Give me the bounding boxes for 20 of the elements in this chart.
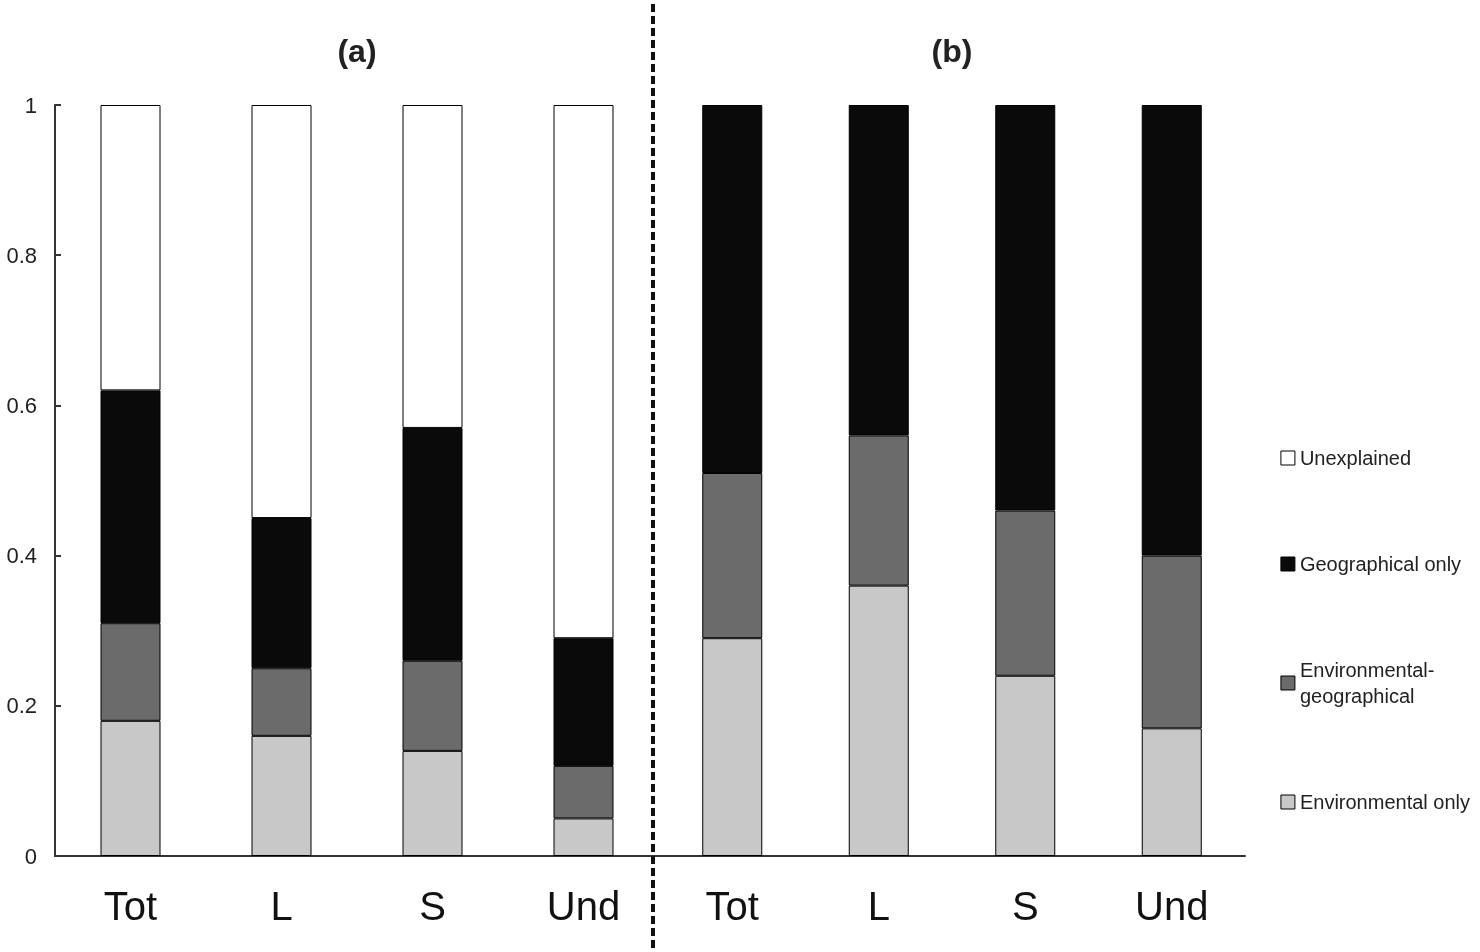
legend-label: Unexplained — [1299, 447, 1412, 469]
y-tick-label: 0.8 — [6, 242, 37, 268]
y-tick-label: 0.2 — [6, 693, 37, 719]
y-tick-label: 1 — [24, 92, 37, 118]
x-tick-label: S — [419, 884, 446, 928]
legend-label: Environmental only — [1299, 791, 1471, 813]
x-tick-label: Und — [1135, 884, 1209, 928]
chart-title: (b) — [931, 33, 973, 70]
y-tick-label: 0.6 — [6, 392, 37, 418]
x-tick-label: L — [867, 884, 890, 928]
legend-label: Geographical only — [1299, 553, 1462, 575]
chart-title: (a) — [337, 33, 377, 70]
x-tick-label: Und — [546, 884, 621, 928]
y-tick-label: 0.4 — [6, 543, 37, 569]
x-tick-label: Tot — [103, 884, 158, 928]
legend-label: Environmental-geographical — [1299, 659, 1435, 707]
x-tick-label: S — [1011, 884, 1039, 928]
y-tick-label: 0 — [24, 843, 37, 869]
x-tick-label: Tot — [705, 884, 759, 928]
x-tick-label: L — [270, 884, 293, 928]
